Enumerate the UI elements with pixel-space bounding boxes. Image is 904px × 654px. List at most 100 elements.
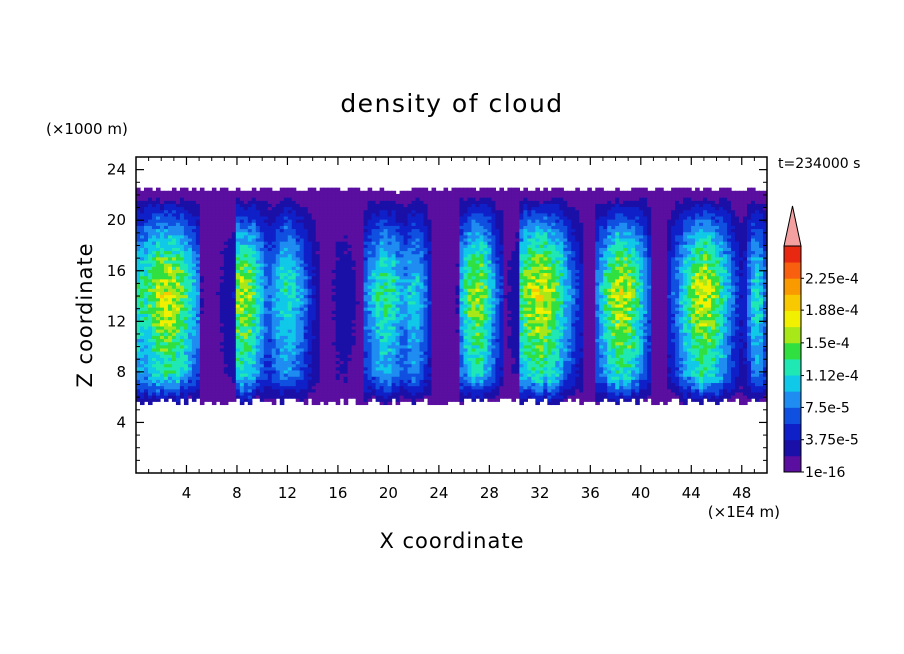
heatmap-cell — [347, 307, 353, 311]
heatmap-cell — [415, 285, 421, 289]
heatmap-cell — [307, 303, 313, 308]
heatmap-cell — [399, 316, 405, 321]
heatmap-cell — [291, 256, 297, 261]
heatmap-cell — [387, 379, 393, 384]
heatmap-cell — [267, 228, 273, 233]
heatmap-cell — [175, 366, 181, 371]
heatmap-cell — [143, 234, 149, 239]
heatmap-cell — [411, 347, 417, 352]
heatmap-cell — [151, 369, 157, 374]
heatmap-cell — [195, 347, 201, 352]
heatmap-cell — [136, 285, 141, 289]
heatmap-cell — [355, 215, 361, 220]
heatmap-cell — [339, 332, 345, 336]
heatmap-cell — [179, 388, 185, 393]
heatmap-cell — [227, 253, 233, 258]
heatmap-cell — [299, 322, 305, 327]
heatmap-cell — [167, 219, 173, 223]
heatmap-cell — [207, 357, 213, 362]
heatmap-cell — [355, 228, 361, 233]
heatmap-cell — [255, 335, 261, 340]
heatmap-cell — [187, 209, 193, 214]
heatmap-cell — [203, 310, 209, 314]
heatmap-cell — [239, 338, 245, 343]
heatmap-cell — [275, 197, 281, 201]
heatmap-cell — [255, 215, 261, 220]
heatmap-cell — [267, 237, 273, 242]
heatmap-cell — [223, 259, 229, 264]
heatmap-cell — [319, 190, 325, 195]
heatmap-cell — [251, 385, 257, 390]
heatmap-cell — [339, 225, 345, 230]
heatmap-cell — [187, 247, 193, 252]
heatmap-cell — [287, 316, 293, 321]
heatmap-cell — [175, 341, 181, 346]
heatmap-cell — [363, 338, 369, 343]
heatmap-cell — [147, 212, 153, 217]
heatmap-cell — [147, 206, 153, 211]
heatmap-cell — [359, 307, 365, 311]
heatmap-cell — [239, 269, 245, 274]
heatmap-cell — [295, 247, 301, 252]
heatmap-cell — [267, 253, 273, 258]
heatmap-cell — [235, 357, 241, 362]
heatmap-cell — [235, 193, 241, 198]
heatmap-cell — [139, 363, 145, 368]
heatmap-cell — [171, 222, 177, 226]
heatmap-cell — [251, 234, 257, 239]
heatmap-cell — [315, 269, 321, 274]
heatmap-cell — [379, 316, 385, 321]
heatmap-cell — [147, 373, 153, 377]
heatmap-cell — [243, 351, 249, 355]
heatmap-cell — [331, 310, 337, 314]
heatmap-cell — [259, 225, 265, 230]
heatmap-cell — [287, 395, 293, 399]
heatmap-cell — [383, 247, 389, 252]
heatmap-cell — [351, 303, 357, 308]
heatmap-cell — [187, 395, 193, 399]
heatmap-cell — [311, 197, 317, 201]
heatmap-cell — [263, 335, 269, 340]
heatmap-cell — [415, 332, 421, 336]
heatmap-cell — [155, 197, 161, 201]
heatmap-cell — [235, 250, 241, 255]
heatmap-cell — [243, 300, 249, 305]
heatmap-cell — [375, 376, 381, 380]
heatmap-cell — [147, 379, 153, 384]
heatmap-cell — [347, 388, 353, 393]
heatmap-cell — [267, 357, 273, 362]
heatmap-cell — [219, 395, 225, 399]
heatmap-cell — [363, 357, 369, 362]
heatmap-cell — [211, 325, 217, 330]
heatmap-cell — [347, 360, 353, 365]
heatmap-cell — [171, 291, 177, 296]
heatmap-cell — [335, 259, 341, 264]
heatmap-cell — [251, 256, 257, 261]
heatmap-cell — [239, 222, 245, 226]
heatmap-cell — [303, 316, 309, 321]
heatmap-cell — [299, 212, 305, 217]
heatmap-cell — [415, 310, 421, 314]
heatmap-cell — [275, 200, 281, 204]
heatmap-cell — [331, 244, 337, 248]
heatmap-cell — [255, 234, 261, 239]
heatmap-cell — [343, 322, 349, 327]
heatmap-cell — [239, 247, 245, 252]
heatmap-cell — [331, 190, 337, 195]
heatmap-cell — [167, 291, 173, 296]
heatmap-cell — [403, 215, 409, 220]
heatmap-cell — [335, 197, 341, 201]
heatmap-cell — [203, 263, 209, 267]
heatmap-cell — [155, 300, 161, 305]
heatmap-cell — [171, 263, 177, 267]
heatmap-cell — [319, 206, 325, 211]
heatmap-cell — [199, 291, 205, 296]
heatmap-cell — [143, 388, 149, 393]
heatmap-cell — [183, 291, 189, 296]
heatmap-cell — [247, 241, 253, 245]
heatmap-cell — [227, 316, 233, 321]
heatmap-cell — [287, 322, 293, 327]
heatmap-cell — [143, 209, 149, 214]
heatmap-cell — [379, 332, 385, 336]
heatmap-cell — [207, 341, 213, 346]
